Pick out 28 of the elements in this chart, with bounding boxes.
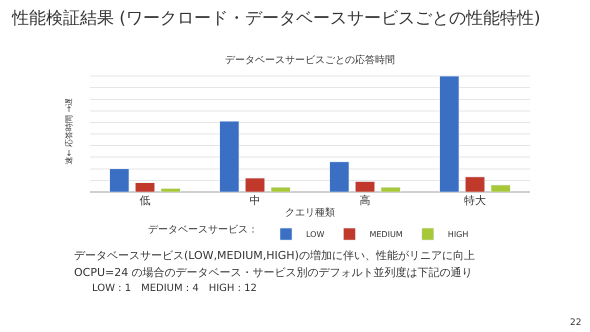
x-tick-label: 高 <box>360 194 370 207</box>
x-tick-label: 中 <box>250 194 260 207</box>
x-axis-title: クエリ種類 <box>285 206 335 218</box>
bar <box>160 188 181 192</box>
text: 22 <box>570 318 582 328</box>
text: LOW : 1 MEDIUM : 4 HIGH : 12 <box>92 283 257 294</box>
bar <box>109 168 130 192</box>
chart-subtitle: データベースサービスごとの応答時間 <box>225 54 395 66</box>
bar <box>380 187 401 192</box>
bar <box>135 182 155 192</box>
bar <box>270 187 291 192</box>
legend-label: MEDIUM <box>369 230 403 240</box>
x-tick-label: 低 <box>140 194 150 207</box>
text: データベースサービス(LOW,MEDIUM,HIGH)の増加に伴い、性能がリニアに向上 <box>74 249 475 262</box>
x-tick-label: 特大 <box>464 194 486 207</box>
text: OCPU=24 の場合のデータベース・サービス別のデフォルト並列度は下記の通り <box>74 266 473 279</box>
bar <box>329 162 350 192</box>
legend-title: データベースサービス： <box>148 224 258 236</box>
bar <box>439 76 460 192</box>
chart-title: 性能検証結果 (ワークロード・データベースサービスごとの性能特性) <box>10 8 540 29</box>
bar <box>219 121 240 192</box>
bar <box>245 178 265 192</box>
bar <box>355 181 375 192</box>
y-axis-title: 速← 応答時間 →遅 <box>64 98 74 164</box>
bar <box>465 176 485 192</box>
legend-label: HIGH <box>448 230 468 240</box>
bar <box>490 184 511 192</box>
legend-label: LOW <box>306 230 324 240</box>
